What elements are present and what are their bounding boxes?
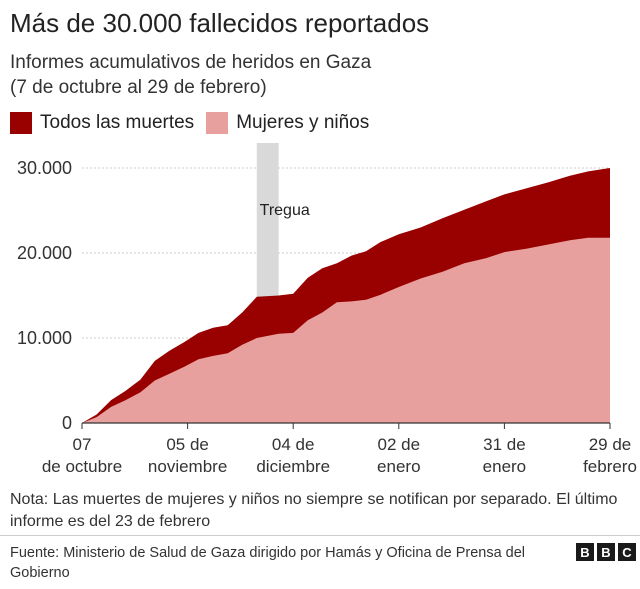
bbc-logo-letter: B bbox=[576, 543, 594, 561]
legend-label-women-children: Mujeres y niños bbox=[236, 112, 370, 133]
x-tick-label: 05 de bbox=[166, 435, 209, 454]
x-tick-label: febrero bbox=[583, 457, 637, 476]
y-tick-label: 30.000 bbox=[17, 158, 72, 178]
bbc-logo-letter: C bbox=[618, 543, 636, 561]
x-tick-label: 02 de bbox=[378, 435, 421, 454]
source-text: Fuente: Ministerio de Salud de Gaza diri… bbox=[10, 545, 526, 581]
truce-label: Tregua bbox=[260, 202, 310, 219]
bbc-logo-letter: B bbox=[597, 543, 615, 561]
legend-swatch-women-children bbox=[206, 112, 229, 134]
x-tick-label: 04 de bbox=[272, 435, 315, 454]
y-tick-label: 0 bbox=[62, 413, 72, 433]
area-chart: Tregua 0 10.000 20.000 30.000 07 de octubre 05 … bbox=[17, 143, 637, 476]
x-tick-label: 07 bbox=[73, 435, 92, 454]
legend-label-all-deaths: Todos las muertes bbox=[40, 112, 195, 133]
legend-item-women-children: Mujeres y niños bbox=[206, 112, 369, 134]
y-tick-label: 20.000 bbox=[17, 243, 72, 263]
chart-subtitle: Informes acumulativos de heridos en Gaza… bbox=[10, 50, 610, 100]
legend: Todos las muertes Mujeres y niños bbox=[10, 112, 381, 134]
bbc-logo: B B C bbox=[573, 543, 636, 561]
x-tick-label: de octubre bbox=[42, 457, 122, 476]
legend-swatch-all-deaths bbox=[10, 112, 32, 134]
chart-note: Nota: Las muertes de mujeres y niños no … bbox=[10, 491, 618, 530]
x-tick-label: enero bbox=[483, 457, 526, 476]
subtitle-line-2: (7 de octubre al 29 de febrero) bbox=[10, 77, 267, 98]
legend-item-all-deaths: Todos las muertes bbox=[10, 112, 194, 134]
x-tick-label: 31 de bbox=[483, 435, 526, 454]
y-tick-label: 10.000 bbox=[17, 328, 72, 348]
chart-title: Más de 30.000 fallecidos reportados bbox=[10, 8, 430, 38]
x-tick-label: enero bbox=[377, 457, 420, 476]
series-area-women-children bbox=[82, 237, 610, 423]
subtitle-line-1: Informes acumulativos de heridos en Gaza bbox=[10, 52, 372, 73]
x-tick-label: diciembre bbox=[256, 457, 330, 476]
x-tick-label: noviembre bbox=[148, 457, 227, 476]
footer-divider bbox=[0, 535, 640, 536]
x-tick-label: 29 de bbox=[589, 435, 632, 454]
